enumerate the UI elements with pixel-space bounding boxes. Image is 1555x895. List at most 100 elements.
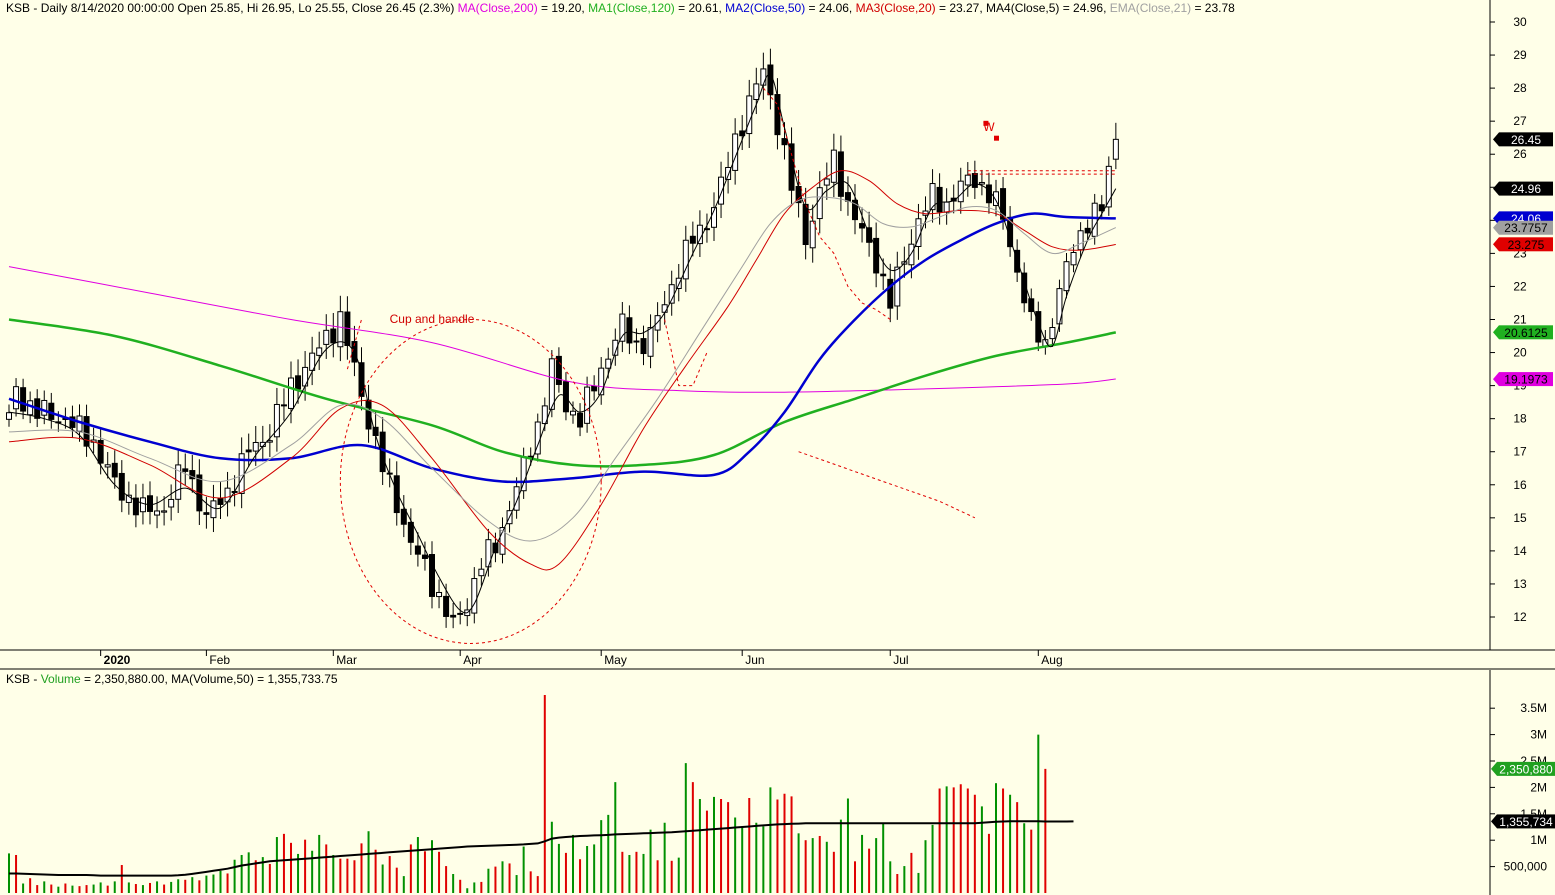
candle-body [802, 203, 809, 246]
candle-body [393, 475, 400, 514]
candle-body [570, 410, 576, 416]
candle-body [880, 273, 887, 277]
candle-body [450, 614, 457, 618]
candle-body [132, 497, 139, 516]
candle-body [400, 508, 407, 525]
legend-ma-value: = 24.96, [1059, 1, 1107, 15]
price-badge-label: 23.7757 [1504, 221, 1548, 235]
price-badge [1499, 132, 1553, 147]
badge-pointer [1493, 220, 1499, 235]
legend-ma-label: MA3(Close,20) [852, 1, 936, 15]
volume-header-text: = 2,350,880.00, MA(Volume,50) = 1,355,73… [80, 672, 338, 686]
candle-body [873, 237, 880, 274]
candle-body [837, 151, 844, 197]
y-tick-label: 18 [1513, 412, 1527, 426]
y-tick-label: 17 [1513, 445, 1527, 459]
legend-ma-value: = 24.06, [805, 1, 853, 15]
badge-pointer [1493, 372, 1499, 387]
candle-body [139, 497, 146, 513]
cup-ellipse [339, 319, 602, 644]
price-chart: 1213141516171819202122232425262728293020… [0, 0, 1555, 670]
candle-body [859, 223, 866, 229]
volume-badge-label: 2,350,880 [1499, 762, 1553, 776]
candle-body [605, 358, 612, 369]
candle-body [929, 183, 936, 211]
candle-body [154, 510, 161, 516]
volume-badge-pointer [1491, 761, 1497, 776]
candle-body [908, 243, 915, 266]
candle-body [703, 228, 710, 231]
candle-body [358, 362, 365, 397]
y-tick-label: 21 [1513, 313, 1527, 327]
y-tick-label: 13 [1513, 577, 1527, 591]
candle-body [273, 403, 280, 438]
badge-pointer [1493, 132, 1499, 147]
candle-body [323, 329, 330, 345]
candle-body [252, 441, 259, 452]
price-badge-label: 23.275 [1508, 238, 1545, 252]
legend-ma-value: = 20.61, [674, 1, 722, 15]
volume-header: KSB - Volume = 2,350,880.00, MA(Volume,5… [6, 672, 338, 686]
x-tick-label: Mar [336, 653, 357, 667]
price-badge [1499, 325, 1553, 340]
candle-body [20, 387, 27, 412]
candle-body [598, 367, 605, 396]
price-badge [1499, 372, 1553, 387]
badge-pointer [1493, 211, 1499, 226]
candle-body [118, 472, 125, 501]
volume-tick-label: 1M [1530, 833, 1547, 847]
candle-body [288, 377, 294, 409]
w-marker [994, 135, 999, 141]
header-ticker: KSB [6, 1, 31, 15]
overlay-line [8, 212, 1116, 484]
candle-body [753, 83, 760, 101]
header-ohlc: Open 25.85, Hi 26.95, Lo 25.55, Close 26… [177, 1, 455, 15]
badge-pointer [1493, 181, 1499, 196]
volume-tick-label: 500,000 [1504, 860, 1548, 874]
candle-body [175, 464, 182, 500]
price-badge [1499, 181, 1553, 196]
y-tick-label: 22 [1513, 279, 1527, 293]
overlay-line [8, 196, 1117, 542]
candle-body [330, 328, 337, 344]
legend-ma-label: MA(Close,200) [454, 1, 538, 15]
candle-body [781, 138, 788, 146]
x-tick-label: Jul [893, 653, 908, 667]
overlay-line [8, 73, 1117, 614]
x-tick-label: 2020 [104, 653, 131, 667]
candle-body [443, 595, 450, 617]
volume-header-sep: - [30, 672, 41, 686]
y-tick-label: 27 [1513, 114, 1527, 128]
candle-body [295, 375, 302, 390]
candle-body [633, 340, 640, 343]
candle-body [457, 612, 464, 615]
candle-body [513, 486, 520, 511]
dashed-trendline [664, 319, 708, 387]
candle-body [894, 266, 901, 307]
price-badge-label: 19.1973 [1504, 373, 1548, 387]
volume-header-label: Volume [40, 672, 81, 686]
candle-body [1000, 188, 1007, 220]
candle-body [1070, 251, 1077, 266]
overlay-line [8, 318, 1117, 468]
candle-body [337, 311, 344, 348]
volume-tick-label: 2M [1530, 780, 1547, 794]
x-tick-label: Feb [209, 653, 230, 667]
candle-body [577, 412, 584, 428]
price-badge [1499, 220, 1553, 235]
pattern-annotation: Cup and handle [390, 312, 475, 326]
candle-body [971, 173, 978, 188]
y-tick-label: 28 [1513, 81, 1527, 95]
candle-body [1098, 204, 1105, 212]
price-badge [1499, 237, 1553, 252]
candle-body [83, 416, 90, 447]
candle-body [189, 470, 196, 480]
candle-body [682, 239, 689, 280]
candle-body [203, 512, 210, 515]
candle-body [555, 355, 562, 385]
overlay-line [8, 266, 1116, 393]
candle-body [640, 338, 647, 355]
y-tick-label: 14 [1513, 544, 1527, 558]
dashed-trendline [763, 87, 891, 320]
y-tick-label: 15 [1513, 511, 1527, 525]
